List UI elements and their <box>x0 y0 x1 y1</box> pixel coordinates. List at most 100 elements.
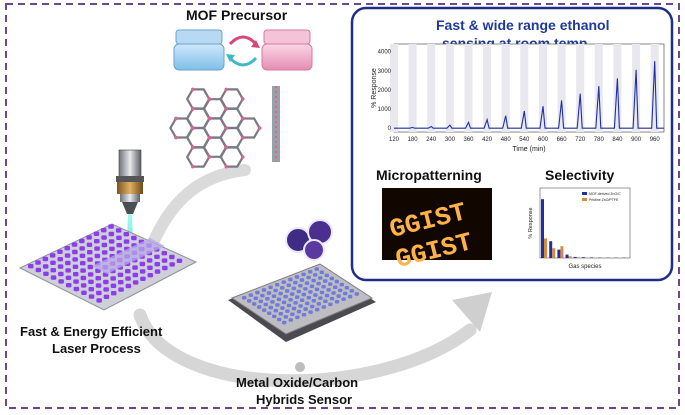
sensor-pad <box>255 290 260 295</box>
mof-node <box>207 155 212 159</box>
sensor-pad <box>288 318 293 322</box>
sensor-pad <box>286 283 291 288</box>
laser-pad <box>111 291 117 296</box>
laser-pad <box>80 261 86 266</box>
laser-pad <box>43 271 49 276</box>
sensor-pad <box>286 303 292 308</box>
laser-pad <box>169 262 175 267</box>
sensor-pad <box>314 267 319 271</box>
selectivity-bar <box>568 256 572 258</box>
laser-pad <box>115 228 122 233</box>
selectivity-bar-chart: MOF-derived ZnO/C Pristine ZnO/PTFE Gas sp… <box>528 187 631 270</box>
laser-pad <box>110 283 117 288</box>
mof-ring <box>219 88 245 110</box>
x-tick-label: 720 <box>575 137 586 143</box>
x-tick-label: 600 <box>538 137 549 143</box>
mof-node <box>224 145 229 150</box>
mof-node <box>241 116 245 121</box>
selectivity-bar <box>557 249 561 258</box>
selectivity-x-label: Gas species <box>568 264 601 270</box>
laser-pad <box>50 275 57 280</box>
laser-pad <box>103 279 109 285</box>
selectivity-bar <box>581 257 585 258</box>
legend-entry: MOF-derived ZnO/C <box>589 192 621 196</box>
sensor-pad <box>271 294 277 298</box>
selectivity-bar <box>576 257 580 258</box>
sensor-pad <box>278 312 283 316</box>
laser-label-line2: Laser Process <box>52 341 141 356</box>
laser-pad <box>154 269 161 274</box>
laser-pad <box>86 235 92 240</box>
sensor-pad <box>338 288 343 293</box>
x-tick-label: 360 <box>463 137 474 143</box>
laser-pad <box>125 276 131 281</box>
y-tick-label: 1000 <box>378 107 392 113</box>
process-arrow-bottom <box>133 308 477 388</box>
laser-pad <box>35 260 41 265</box>
selectivity-bar <box>549 241 553 258</box>
sensor-pad <box>303 307 308 311</box>
laser-pad <box>123 239 130 244</box>
sensor-pad <box>328 282 333 286</box>
laser-pad <box>101 250 108 255</box>
sensor-pad <box>304 281 310 285</box>
exposure-band <box>464 44 473 132</box>
sensor-pad <box>323 299 328 304</box>
sensor-pad <box>331 291 336 295</box>
laser-pad <box>49 253 56 258</box>
laser-pad <box>88 287 94 292</box>
laser-pad <box>73 272 79 277</box>
sensor-pad <box>283 294 288 299</box>
x-axis-label: Time (min) <box>512 146 545 153</box>
laser-nozzle <box>116 149 144 214</box>
mof-node <box>190 106 195 111</box>
laser-pad <box>123 232 129 237</box>
laser-pad <box>132 280 139 285</box>
sensor-pad <box>293 280 298 285</box>
mof-node <box>224 164 229 169</box>
sensor-pad <box>336 294 341 298</box>
mof-node <box>207 135 212 140</box>
sensor-pad <box>318 276 323 280</box>
sensor-pad <box>272 314 277 319</box>
sensor-pad <box>280 306 285 310</box>
sensor-pad <box>248 293 253 297</box>
sensor-pad <box>282 320 287 325</box>
sensor-pad <box>296 289 301 294</box>
laser-pad <box>73 279 79 284</box>
laser-pad <box>28 264 34 269</box>
laser-pad <box>139 269 146 274</box>
sensor-pad <box>281 280 286 284</box>
sensor-pad <box>293 301 298 305</box>
laser-pad <box>161 251 167 256</box>
laser-pad <box>57 257 63 262</box>
sensor-pad <box>275 303 280 307</box>
sensor-pad <box>329 276 334 281</box>
sensor-pad <box>306 295 311 300</box>
laser-pad <box>110 276 116 281</box>
laser-pad <box>125 283 132 289</box>
sensor-pad <box>263 302 268 307</box>
mof-node <box>190 145 195 150</box>
mof-ring <box>219 146 245 168</box>
sensor-pad-array <box>242 267 359 325</box>
process-arrow-left <box>144 164 251 256</box>
laser-pad <box>146 258 153 263</box>
sensor-pad <box>257 305 262 309</box>
x-tick-label: 120 <box>389 137 400 143</box>
sensor-pad <box>295 315 300 320</box>
sensor-pad <box>323 279 328 283</box>
mof-node <box>207 116 212 121</box>
sensor-pad <box>242 296 247 300</box>
exposure-band <box>632 44 641 132</box>
laser-pad <box>42 256 49 262</box>
laser-pad <box>50 268 56 273</box>
selectivity-bar <box>560 246 564 258</box>
laser-pad <box>95 283 102 288</box>
mof-node <box>240 97 245 101</box>
laser-pad <box>64 253 71 258</box>
laser-pad <box>94 239 100 244</box>
sensor-pad <box>311 278 316 283</box>
sensor-pad <box>333 285 338 290</box>
laser-pad <box>147 265 153 270</box>
